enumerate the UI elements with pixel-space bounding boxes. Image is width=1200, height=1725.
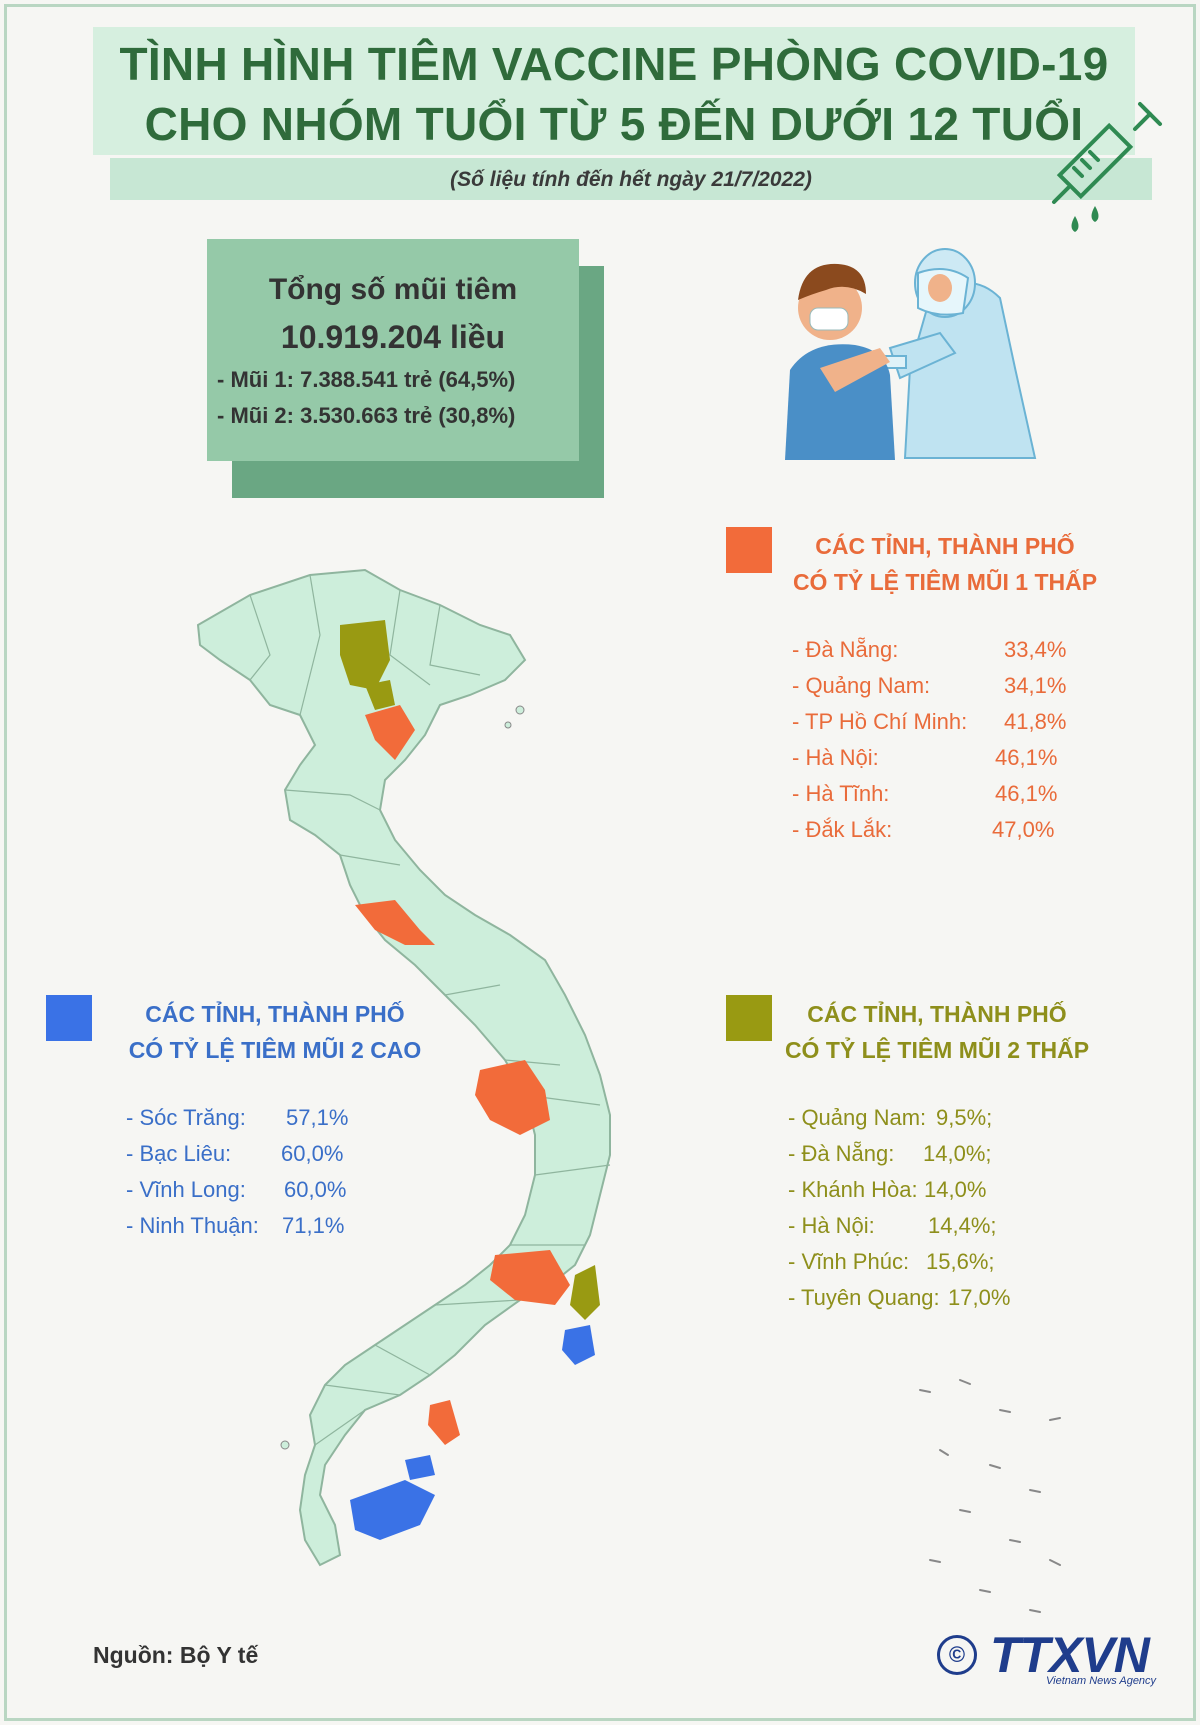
province-name: - Vĩnh Phúc: xyxy=(788,1249,910,1274)
map-ha-tinh xyxy=(355,900,435,945)
list-item: - Đắk Lắk: 47,0% xyxy=(792,812,1092,848)
list-item: - Quảng Nam: 34,1% xyxy=(792,668,1092,704)
legend-list-high-dose2: - Sóc Trăng: 57,1% - Bạc Liêu: 60,0% - Vĩn… xyxy=(126,1100,386,1244)
list-item: - TP Hồ Chí Minh: 41,8% xyxy=(792,704,1092,740)
page-frame xyxy=(4,4,1196,1721)
province-value: 60,0% xyxy=(281,1141,344,1166)
total-doses-box: Tổng số mũi tiêm 10.919.204 liều - Mũi 1… xyxy=(207,239,579,461)
source-note: Nguồn: Bộ Y tế xyxy=(93,1642,259,1668)
legend-list-low-dose1: - Đà Nẵng: 33,4% - Quảng Nam: 34,1% - TP H… xyxy=(792,632,1092,848)
legend-title-low-dose2: CÁC TỈNH, THÀNH PHỐ CÓ TỶ LỆ TIÊM MŨI 2 … xyxy=(772,996,1102,1068)
map-tuyen-quang xyxy=(340,620,390,690)
province-value: 41,8% xyxy=(1004,709,1067,734)
province-name: - Tuyên Quang: xyxy=(788,1285,940,1310)
title-line-1: TÌNH HÌNH TIÊM VACCINE PHÒNG COVID-19 xyxy=(119,38,1109,90)
list-item: - Sóc Trăng: 57,1% xyxy=(126,1100,386,1136)
legend-title-low-dose1-line1: CÁC TỈNH, THÀNH PHỐ xyxy=(815,533,1075,559)
list-item: - Khánh Hòa: 14,0% xyxy=(788,1172,1088,1208)
province-value: 34,1% xyxy=(1004,673,1067,698)
map-da-nang-quang-nam xyxy=(475,1060,550,1135)
province-name: - TP Hồ Chí Minh: xyxy=(792,709,968,734)
copyright-icon: © xyxy=(937,1635,977,1675)
subtitle-date: (Số liệu tính đến hết ngày 21/7/2022) xyxy=(450,168,812,191)
title-banner: TÌNH HÌNH TIÊM VACCINE PHÒNG COVID-19 CH… xyxy=(93,27,1135,155)
legend-title-low-dose2-line2: CÓ TỶ LỆ TIÊM MŨI 2 THẤP xyxy=(784,1037,1090,1063)
ttxvn-logo: TTXVN xyxy=(990,1627,1150,1683)
list-item: - Hà Nội: 14,4%; xyxy=(788,1208,1088,1244)
ttxvn-logo-subtitle: Vietnam News Agency xyxy=(1046,1675,1157,1687)
map-ninh-thuan xyxy=(562,1325,595,1365)
dose1-line: - Mũi 1: 7.388.541 trẻ (64,5%) xyxy=(217,367,516,392)
list-item: - Vĩnh Long: 60,0% xyxy=(126,1172,386,1208)
map-khanh-hoa xyxy=(570,1265,600,1320)
province-value: 17,0% xyxy=(948,1285,1011,1310)
province-name: - Đà Nẵng: xyxy=(792,637,899,662)
province-value: 33,4% xyxy=(1004,637,1067,662)
legend-title-high-dose2-line2: CÓ TỶ LỆ TIÊM MŨI 2 CAO xyxy=(128,1037,422,1063)
province-value: 57,1% xyxy=(286,1105,349,1130)
province-name: - Khánh Hòa: xyxy=(788,1177,918,1202)
map-vinh-long xyxy=(405,1455,435,1480)
province-value: 14,4%; xyxy=(928,1213,997,1238)
province-name: - Sóc Trăng: xyxy=(126,1105,246,1130)
province-value: 47,0% xyxy=(992,817,1055,842)
total-heading: Tổng số mũi tiêm xyxy=(268,273,518,306)
legend-title-low-dose1-line2: CÓ TỶ LỆ TIÊM MŨI 1 THẤP xyxy=(792,569,1098,595)
list-item: - Hà Nội: 46,1% xyxy=(792,740,1092,776)
title-shadow xyxy=(110,158,1152,200)
legend-swatch-low-dose2 xyxy=(726,995,772,1041)
list-item: - Hà Tĩnh: 46,1% xyxy=(792,776,1092,812)
map-tp-ho-chi-minh xyxy=(428,1400,460,1445)
list-item: - Đà Nẵng: 14,0%; xyxy=(788,1136,1088,1172)
province-name: - Ninh Thuận: xyxy=(126,1213,259,1238)
legend-title-low-dose1: CÁC TỈNH, THÀNH PHỐ CÓ TỶ LỆ TIÊM MŨI 1 … xyxy=(780,528,1110,600)
syringe-icon xyxy=(1052,102,1162,232)
province-value: 71,1% xyxy=(282,1213,345,1238)
legend-title-high-dose2: CÁC TỈNH, THÀNH PHỐ CÓ TỶ LỆ TIÊM MŨI 2 … xyxy=(110,996,440,1068)
province-value: 46,1% xyxy=(995,745,1058,770)
list-item: - Bạc Liêu: 60,0% xyxy=(126,1136,386,1172)
province-name: - Quảng Nam: xyxy=(792,673,931,698)
list-item: - Đà Nẵng: 33,4% xyxy=(792,632,1092,668)
list-item: - Vĩnh Phúc: 15,6%; xyxy=(788,1244,1088,1280)
legend-swatch-low-dose1 xyxy=(726,527,772,573)
list-item: - Ninh Thuận: 71,1% xyxy=(126,1208,386,1244)
list-item: - Tuyên Quang: 17,0% xyxy=(788,1280,1088,1316)
child-vaccination-illustration xyxy=(785,248,1037,460)
legend-swatch-high-dose2 xyxy=(46,995,92,1041)
province-name: - Đà Nẵng: xyxy=(788,1141,895,1166)
islands xyxy=(919,1379,1061,1613)
title-line-2: CHO NHÓM TUỔI TỪ 5 ĐẾN DƯỚI 12 TUỔI xyxy=(144,98,1084,150)
province-value: 15,6%; xyxy=(926,1249,995,1274)
dose2-line: - Mũi 2: 3.530.663 trẻ (30,8%) xyxy=(217,403,516,428)
province-name: - Hà Nội: xyxy=(788,1213,875,1238)
province-value: 14,0%; xyxy=(923,1141,992,1166)
list-item: - Quảng Nam: 9,5%; xyxy=(788,1100,1088,1136)
legend-list-low-dose2: - Quảng Nam: 9,5%; - Đà Nẵng: 14,0%; - Khá… xyxy=(788,1100,1088,1316)
province-value: 60,0% xyxy=(284,1177,347,1202)
vietnam-map xyxy=(196,568,611,1567)
province-name: - Bạc Liêu: xyxy=(126,1141,232,1166)
province-name: - Đắk Lắk: xyxy=(792,817,893,842)
province-value: 14,0% xyxy=(924,1177,987,1202)
legend-title-high-dose2-line1: CÁC TỈNH, THÀNH PHỐ xyxy=(145,1001,405,1027)
map-dak-lak xyxy=(490,1250,570,1305)
map-soc-trang-bac-lieu xyxy=(350,1480,435,1540)
map-ha-noi xyxy=(365,705,415,760)
total-value: 10.919.204 liều xyxy=(280,319,506,355)
province-value: 46,1% xyxy=(995,781,1058,806)
province-name: - Quảng Nam: xyxy=(788,1105,927,1130)
province-name: - Vĩnh Long: xyxy=(126,1177,246,1202)
legend-title-low-dose2-line1: CÁC TỈNH, THÀNH PHỐ xyxy=(807,1001,1067,1027)
province-name: - Hà Tĩnh: xyxy=(792,781,890,806)
province-value: 9,5%; xyxy=(936,1105,993,1130)
province-name: - Hà Nội: xyxy=(792,745,879,770)
map-vinh-phuc xyxy=(365,680,395,710)
